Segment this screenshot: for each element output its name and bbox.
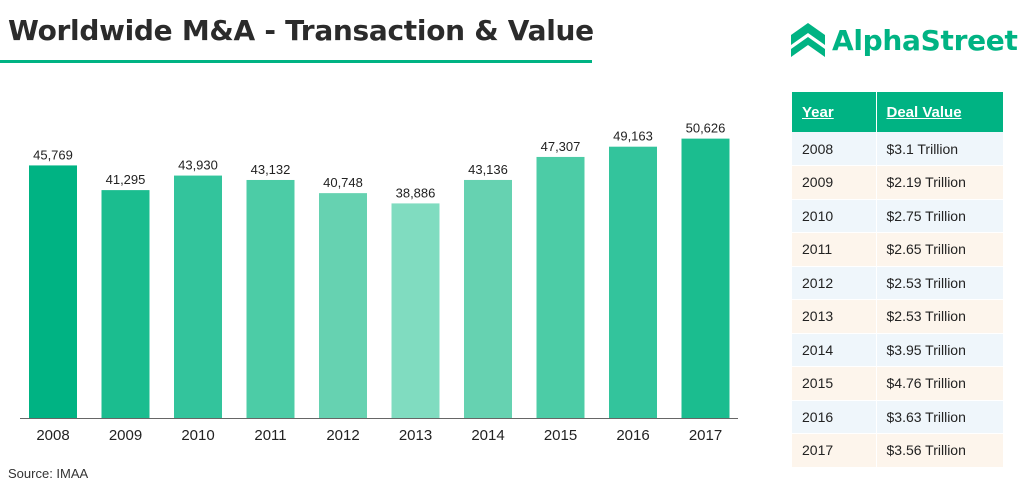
year-cell: 2010 [792, 199, 877, 233]
x-tick-2009: 2009 [109, 427, 142, 444]
data-label-2014: 43,136 [468, 162, 508, 177]
table-row: 2008 $3.1 Trillion [792, 132, 1003, 166]
deal-value-cell: $2.65 Trillion [876, 232, 1003, 267]
table-row: 2013 $2.53 Trillion [792, 299, 1003, 334]
table-row: 2015 $4.76 Trillion [792, 366, 1003, 401]
data-label-2011: 43,132 [251, 162, 291, 177]
alphastreet-chevron-icon [791, 23, 825, 57]
x-tick-2012: 2012 [326, 427, 359, 444]
year-cell: 2011 [792, 232, 877, 267]
data-label-2016: 49,163 [613, 129, 653, 144]
year-cell: 2012 [792, 266, 877, 300]
bar-2017 [681, 138, 730, 418]
table-row: 2012 $2.53 Trillion [792, 266, 1003, 300]
alphastreet-logo: AlphaStreet [788, 20, 1018, 60]
table-row: 2009 $2.19 Trillion [792, 165, 1003, 200]
bar-2012 [319, 193, 367, 418]
x-tick-2008: 2008 [36, 427, 69, 444]
bar-2013 [391, 203, 440, 418]
data-label-2010: 43,930 [178, 158, 218, 173]
data-label-2012: 40,748 [323, 175, 363, 190]
year-cell: 2008 [792, 132, 877, 166]
x-tick-2010: 2010 [181, 427, 214, 444]
deal-value-cell: $2.19 Trillion [876, 165, 1003, 200]
column-header-year: Year [792, 92, 877, 132]
year-cell: 2014 [792, 333, 877, 367]
data-label-2008: 45,769 [33, 147, 73, 162]
deal-value-cell: $4.76 Trillion [876, 366, 1003, 401]
source-note: Source: IMAA [8, 466, 89, 481]
x-tick-2011: 2011 [254, 427, 286, 444]
deal-value-cell: $2.53 Trillion [876, 299, 1003, 334]
bar-2011 [246, 179, 295, 418]
data-label-2009: 41,295 [106, 172, 146, 187]
x-tick-2013: 2013 [399, 427, 432, 444]
deal-value-cell: $2.53 Trillion [876, 266, 1003, 300]
bar-2016 [609, 146, 657, 419]
table-header-row: Year Deal Value [792, 92, 1003, 132]
year-cell: 2015 [792, 366, 877, 401]
year-cell: 2016 [792, 400, 877, 434]
bar-2010 [174, 175, 222, 418]
deal-value-cell: $3.63 Trillion [876, 400, 1003, 434]
bar-2014 [464, 179, 512, 418]
deal-value-table: Year Deal Value 2008 $3.1 Trillion 2009 $2… [792, 92, 1003, 468]
bar-2009 [101, 190, 150, 418]
x-tick-2016: 2016 [616, 427, 649, 444]
page-title: Worldwide M&A - Transaction & Value [8, 14, 594, 47]
bar-chart: 45,769 2008 41,295 2009 43,930 2010 43,132 2011… [20, 121, 738, 444]
column-header-deal-value: Deal Value [876, 92, 1003, 132]
year-cell: 2017 [792, 433, 877, 468]
data-label-2015: 47,307 [541, 139, 581, 154]
deal-value-cell: $3.95 Trillion [876, 333, 1003, 367]
data-label-2017: 50,626 [686, 121, 726, 136]
title-underline [0, 60, 592, 63]
bar-2008 [29, 165, 77, 418]
data-label-2013: 38,886 [396, 185, 436, 200]
deal-value-cell: $2.75 Trillion [876, 199, 1003, 233]
x-tick-2015: 2015 [544, 427, 577, 444]
deal-value-cell: $3.56 Trillion [876, 433, 1003, 468]
table-row: 2014 $3.95 Trillion [792, 333, 1003, 367]
table-row: 2010 $2.75 Trillion [792, 199, 1003, 233]
logo-text: AlphaStreet [832, 23, 1018, 57]
year-cell: 2009 [792, 165, 877, 200]
table-row: 2017 $3.56 Trillion [792, 433, 1003, 468]
x-tick-2014: 2014 [471, 427, 504, 444]
bar-2015 [536, 156, 585, 419]
deal-value-cell: $3.1 Trillion [876, 132, 1003, 166]
table-row: 2011 $2.65 Trillion [792, 232, 1003, 267]
x-tick-2017: 2017 [689, 427, 722, 444]
year-cell: 2013 [792, 299, 877, 334]
table-row: 2016 $3.63 Trillion [792, 400, 1003, 434]
